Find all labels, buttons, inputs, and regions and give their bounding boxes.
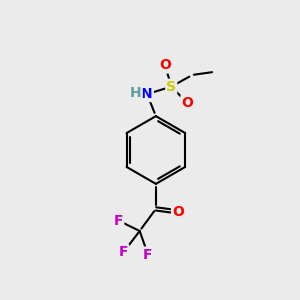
Text: F: F <box>143 248 153 262</box>
Text: O: O <box>159 58 171 73</box>
Text: H: H <box>130 85 142 100</box>
Text: F: F <box>114 214 123 228</box>
Text: O: O <box>182 96 193 110</box>
Text: S: S <box>166 80 176 94</box>
Text: O: O <box>172 205 184 219</box>
Text: F: F <box>119 245 128 259</box>
Text: N: N <box>141 87 153 101</box>
